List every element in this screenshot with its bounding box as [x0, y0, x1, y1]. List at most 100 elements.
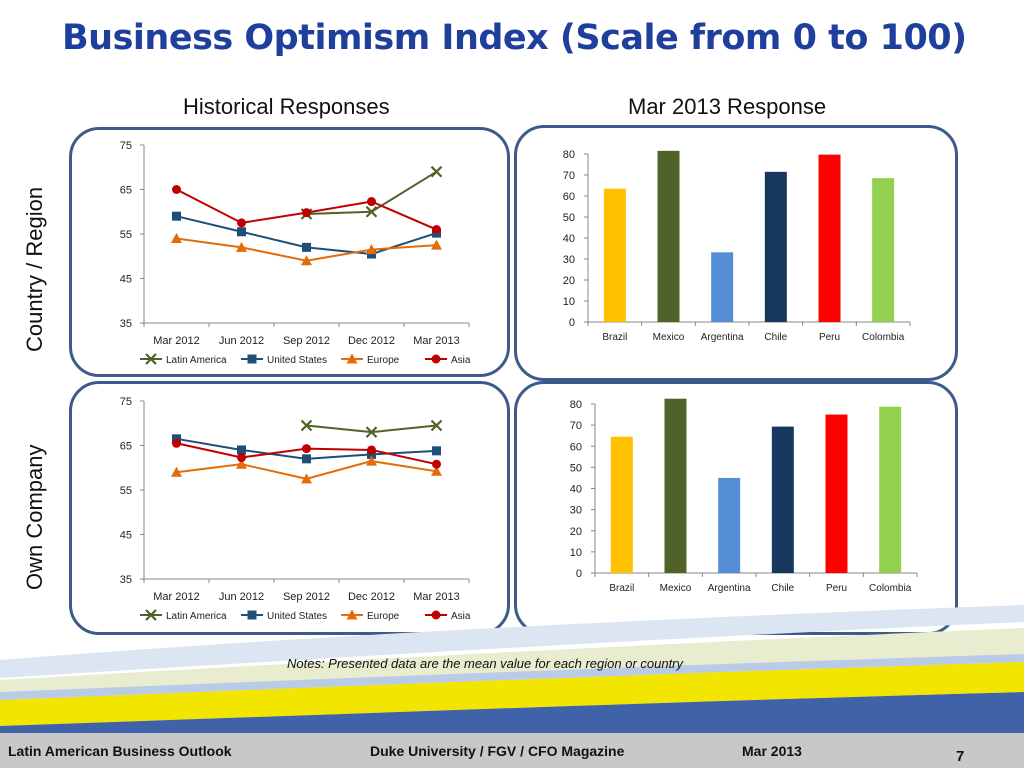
point-latin-america [300, 419, 313, 432]
y-tick-label: 75 [120, 140, 132, 152]
footer-bar [0, 733, 1024, 768]
x-tick-label-brazil: Brazil [602, 332, 627, 343]
point-united-states [302, 242, 311, 252]
y-tick-label: 45 [120, 274, 132, 286]
y-tick-label: 30 [563, 254, 575, 266]
point-asia [367, 197, 376, 207]
point-united-states [237, 227, 246, 237]
page-number: 7 [956, 748, 965, 765]
bar-mexico [664, 398, 687, 573]
x-tick-label-chile: Chile [771, 583, 794, 594]
legend-label-europe: Europe [367, 611, 400, 622]
point-europe [236, 458, 247, 469]
x-tick-label: Mar 2013 [413, 591, 459, 603]
series-line-latin-america [306, 170, 438, 215]
y-tick-label: 80 [570, 399, 582, 411]
footer-publication: Latin American Business Outlook [8, 743, 232, 759]
legend-label-latin-america: Latin America [166, 611, 227, 622]
chart-country-historical-line: 35 45 55 65 75 Mar 2012 Jun 2012 Sep 2012 Dec 20… [120, 140, 471, 366]
current-response-heading: Mar 2013 Response [628, 94, 827, 119]
x-tick-label-mexico: Mexico [660, 583, 692, 594]
point-latin-america [365, 205, 378, 218]
bar-chile [764, 171, 787, 322]
point-asia [367, 445, 376, 455]
legend-marker-latin-america [145, 609, 157, 621]
x-tick-label-mexico: Mexico [653, 332, 685, 343]
y-tick-label: 20 [570, 526, 582, 538]
y-tick-label: 40 [563, 233, 575, 245]
y-tick-label: 75 [120, 396, 132, 408]
point-asia [172, 438, 181, 448]
x-tick-label: Jun 2012 [219, 591, 264, 603]
legend-label-europe: Europe [367, 355, 400, 366]
y-tick-label: 65 [120, 441, 132, 453]
y-tick-label: 0 [576, 568, 582, 580]
point-europe [171, 466, 182, 477]
legend-label-asia: Asia [451, 611, 471, 622]
y-tick-label: 80 [563, 149, 575, 161]
legend-marker-europe [346, 353, 358, 364]
x-tick-label: Mar 2012 [153, 591, 199, 603]
y-tick-label: 70 [570, 420, 582, 432]
y-tick-label: 35 [120, 574, 132, 586]
point-latin-america [430, 165, 443, 178]
bar-peru [825, 414, 848, 573]
historical-responses-heading: Historical Responses [183, 94, 390, 119]
bar-brazil [610, 436, 633, 573]
point-europe [301, 255, 312, 266]
panel-company-historical [69, 381, 510, 635]
decorative-swoosh [0, 605, 1024, 733]
y-tick-label: 45 [120, 530, 132, 542]
point-europe [366, 244, 377, 255]
row-label-own-company: Own Company [22, 444, 47, 590]
x-tick-label-brazil: Brazil [609, 583, 634, 594]
footer-date: Mar 2013 [742, 743, 802, 759]
y-tick-label: 10 [570, 547, 582, 559]
point-europe [431, 239, 442, 250]
y-tick-label: 60 [563, 191, 575, 203]
slide-title: Business Optimism Index (Scale from 0 to… [62, 18, 967, 58]
y-tick-label: 20 [563, 275, 575, 287]
x-tick-label-colombia: Colombia [862, 332, 905, 343]
bar-mexico [657, 150, 680, 322]
y-tick-label: 55 [120, 229, 132, 241]
legend-label-latin-america: Latin America [166, 355, 227, 366]
bar-peru [818, 154, 841, 322]
panel-country-historical [69, 127, 510, 377]
y-tick-label: 65 [120, 185, 132, 197]
y-tick-label: 50 [563, 212, 575, 224]
legend-marker-united-states [247, 610, 257, 620]
x-tick-label: Jun 2012 [219, 335, 264, 347]
point-united-states [302, 454, 311, 464]
y-tick-label: 60 [570, 441, 582, 453]
point-united-states [432, 446, 441, 456]
row-label-country-region: Country / Region [22, 186, 47, 352]
point-asia [237, 218, 246, 228]
legend-marker-europe [346, 609, 358, 620]
point-united-states [237, 445, 246, 455]
x-tick-label-colombia: Colombia [869, 583, 912, 594]
point-asia [302, 208, 311, 218]
point-asia [302, 444, 311, 454]
point-latin-america [430, 419, 443, 432]
chart-company-current-bar: 0 10 20 30 40 50 60 70 80 Brazil Mexico Argentina Ch… [570, 398, 918, 594]
x-tick-label-argentina: Argentina [701, 332, 744, 343]
point-asia [432, 459, 441, 469]
point-europe [171, 232, 182, 243]
x-tick-label-peru: Peru [826, 583, 847, 594]
x-tick-label: Mar 2013 [413, 335, 459, 347]
bar-argentina [711, 252, 734, 322]
x-tick-label: Sep 2012 [283, 335, 330, 347]
x-tick-label: Sep 2012 [283, 591, 330, 603]
x-tick-label-peru: Peru [819, 332, 840, 343]
legend-label-united-states: United States [267, 355, 327, 366]
y-tick-label: 40 [570, 484, 582, 496]
legend-marker-latin-america [145, 353, 157, 365]
point-europe [301, 473, 312, 484]
y-tick-label: 30 [570, 505, 582, 517]
y-tick-label: 0 [569, 317, 575, 329]
chart-company-historical-line: 35 45 55 65 75 Mar 2012 Jun 2012 Sep 2012 Dec 20… [120, 396, 471, 622]
x-tick-label-argentina: Argentina [708, 583, 751, 594]
x-tick-label: Dec 2012 [348, 591, 395, 603]
point-asia [432, 225, 441, 235]
